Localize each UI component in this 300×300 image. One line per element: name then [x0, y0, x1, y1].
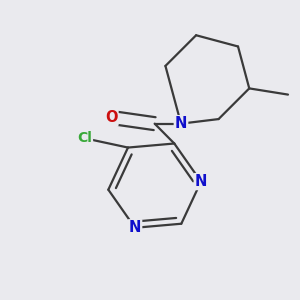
Text: N: N: [195, 174, 207, 189]
Text: N: N: [129, 220, 141, 235]
Text: N: N: [175, 116, 187, 131]
Text: Cl: Cl: [77, 131, 92, 145]
Text: O: O: [105, 110, 118, 125]
